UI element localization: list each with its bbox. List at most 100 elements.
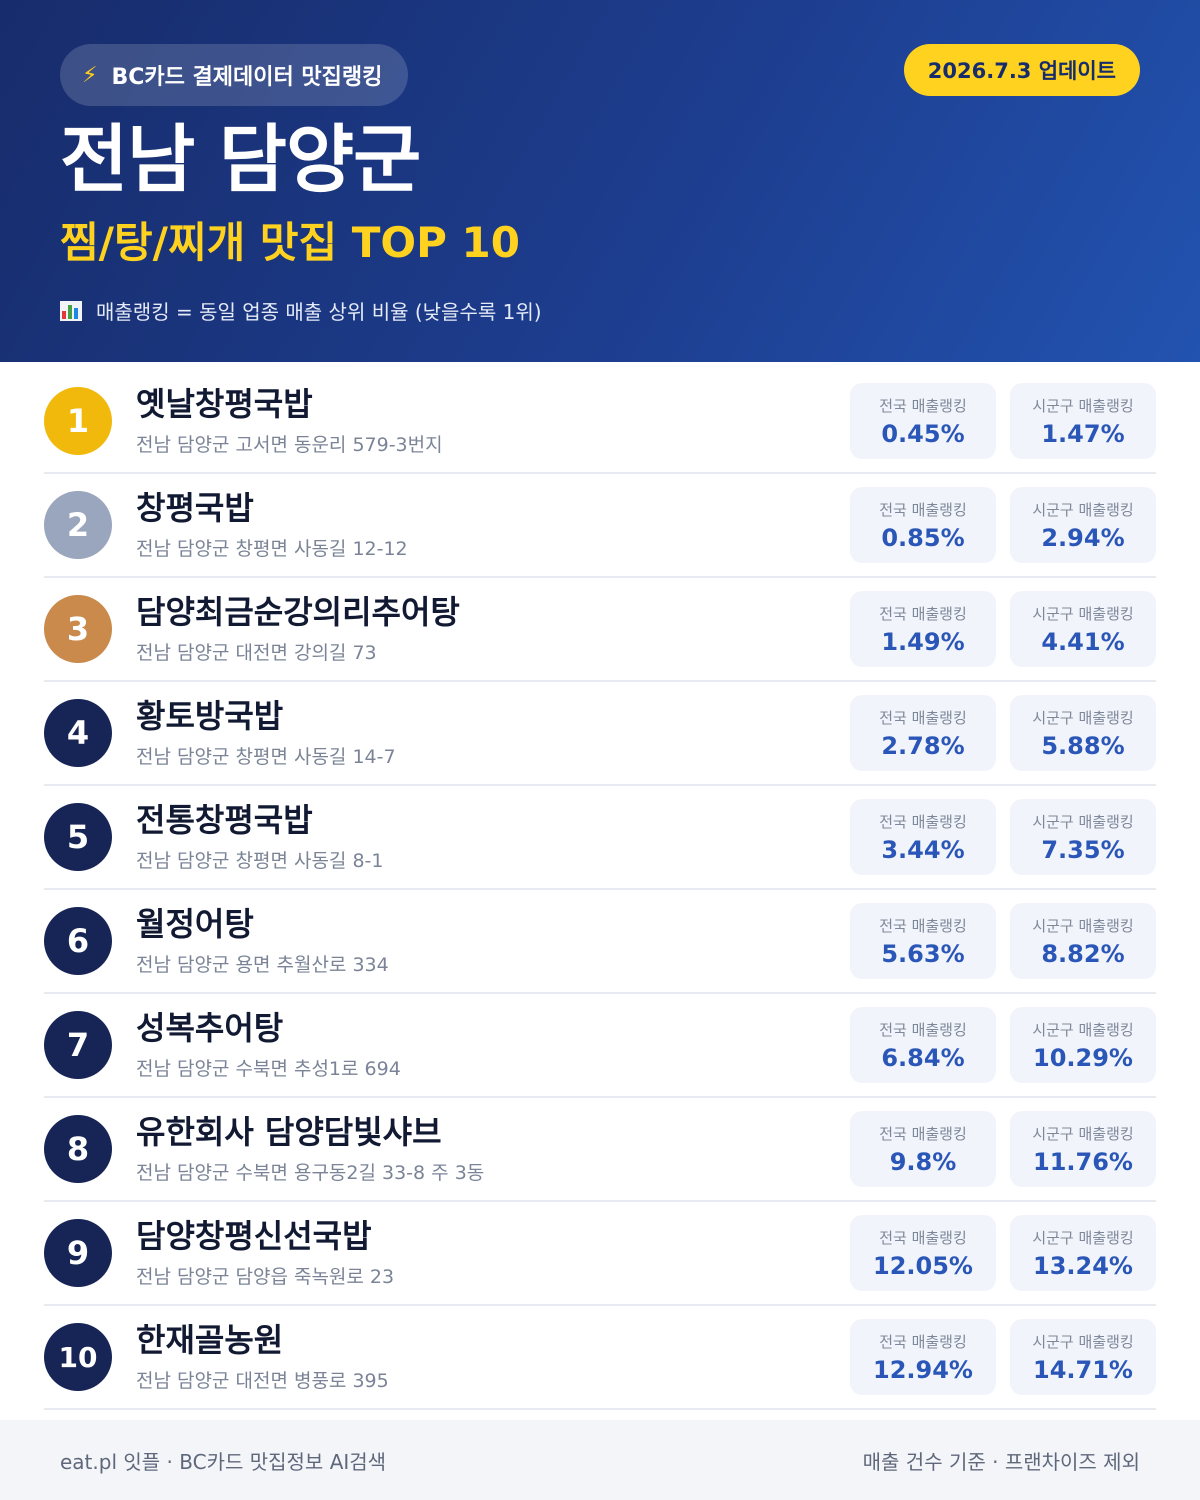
list-item[interactable]: 3 담양최금순강의리추어탕 전남 담양군 대전면 강의길 73 전국 매출랭킹 1.49… (44, 578, 1156, 682)
restaurant-info: 월정어탕 전남 담양군 용면 추월산로 334 (136, 905, 850, 976)
rank-badge: 7 (44, 1011, 112, 1079)
local-ranking-label: 시군구 매출랭킹 (1032, 916, 1134, 935)
list-item[interactable]: 5 전통창평국밥 전남 담양군 창평면 사동길 8-1 전국 매출랭킹 3.44% 시군구… (44, 786, 1156, 890)
local-ranking-box: 시군구 매출랭킹 7.35% (1010, 799, 1156, 875)
list-item[interactable]: 4 황토방국밥 전남 담양군 창평면 사동길 14-7 전국 매출랭킹 2.78% 시군구… (44, 682, 1156, 786)
local-ranking-box: 시군구 매출랭킹 2.94% (1010, 487, 1156, 563)
local-ranking-label: 시군구 매출랭킹 (1032, 1228, 1134, 1247)
local-ranking-box: 시군구 매출랭킹 11.76% (1010, 1111, 1156, 1187)
national-ranking-label: 전국 매출랭킹 (879, 604, 967, 623)
restaurant-name: 담양창평신선국밥 (136, 1217, 372, 1256)
local-ranking-label: 시군구 매출랭킹 (1032, 708, 1134, 727)
restaurant-info: 전통창평국밥 전남 담양군 창평면 사동길 8-1 (136, 801, 850, 872)
local-ranking-box: 시군구 매출랭킹 14.71% (1010, 1319, 1156, 1395)
local-ranking-box: 시군구 매출랭킹 8.82% (1010, 903, 1156, 979)
national-ranking-value: 9.8% (889, 1147, 957, 1176)
lightning-icon: ⚡ (82, 62, 98, 88)
rank-badge: 8 (44, 1115, 112, 1183)
rank-badge: 10 (44, 1323, 112, 1391)
restaurant-address: 전남 담양군 고서면 동운리 579-3번지 (136, 433, 443, 456)
local-ranking-box: 시군구 매출랭킹 10.29% (1010, 1007, 1156, 1083)
national-ranking-value: 0.45% (881, 419, 965, 448)
restaurant-address: 전남 담양군 창평면 사동길 12-12 (136, 537, 408, 560)
local-ranking-value: 2.94% (1041, 523, 1125, 552)
national-ranking-box: 전국 매출랭킹 12.05% (850, 1215, 996, 1291)
national-ranking-value: 12.05% (873, 1251, 973, 1280)
restaurant-address: 전남 담양군 대전면 병풍로 395 (136, 1369, 389, 1392)
footer-criteria: 매출 건수 기준 · 프랜차이즈 제외 (862, 1449, 1140, 1474)
ranking-stats: 전국 매출랭킹 9.8% 시군구 매출랭킹 11.76% (850, 1111, 1156, 1187)
restaurant-address: 전남 담양군 담양읍 죽녹원로 23 (136, 1265, 395, 1288)
local-ranking-label: 시군구 매출랭킹 (1032, 1332, 1134, 1351)
ranking-stats: 전국 매출랭킹 0.85% 시군구 매출랭킹 2.94% (850, 487, 1156, 563)
local-ranking-value: 14.71% (1033, 1355, 1133, 1384)
national-ranking-label: 전국 매출랭킹 (879, 1020, 967, 1039)
ranking-stats: 전국 매출랭킹 6.84% 시군구 매출랭킹 10.29% (850, 1007, 1156, 1083)
local-ranking-label: 시군구 매출랭킹 (1032, 604, 1134, 623)
rank-badge: 2 (44, 491, 112, 559)
restaurant-name: 전통창평국밥 (136, 801, 313, 840)
update-label: 2026.7.3 업데이트 (927, 59, 1116, 83)
source-label: BC카드 결제데이터 맛집랭킹 (111, 65, 383, 90)
national-ranking-value: 0.85% (881, 523, 965, 552)
footer: eat.pl 잇플 · BC카드 맛집정보 AI검색 매출 건수 기준 · 프랜… (0, 1420, 1200, 1500)
national-ranking-value: 1.49% (881, 627, 965, 656)
source-badge: ⚡ BC카드 결제데이터 맛집랭킹 (60, 44, 409, 106)
national-ranking-box: 전국 매출랭킹 9.8% (850, 1111, 996, 1187)
list-item[interactable]: 2 창평국밥 전남 담양군 창평면 사동길 12-12 전국 매출랭킹 0.85% 시군구… (44, 474, 1156, 578)
restaurant-name: 담양최금순강의리추어탕 (136, 593, 460, 632)
list-item[interactable]: 1 옛날창평국밥 전남 담양군 고서면 동운리 579-3번지 전국 매출랭킹 0.45… (44, 370, 1156, 474)
restaurant-name: 황토방국밥 (136, 697, 284, 736)
footer-source: eat.pl 잇플 · BC카드 맛집정보 AI검색 (60, 1449, 387, 1474)
national-ranking-value: 12.94% (873, 1355, 973, 1384)
rank-badge: 9 (44, 1219, 112, 1287)
national-ranking-box: 전국 매출랭킹 0.45% (850, 383, 996, 459)
list-item[interactable]: 9 담양창평신선국밥 전남 담양군 담양읍 죽녹원로 23 전국 매출랭킹 12.05%… (44, 1202, 1156, 1306)
local-ranking-label: 시군구 매출랭킹 (1032, 500, 1134, 519)
national-ranking-label: 전국 매출랭킹 (879, 1332, 967, 1351)
restaurant-name: 창평국밥 (136, 489, 254, 528)
rank-badge: 3 (44, 595, 112, 663)
restaurant-name: 유한회사 담양담빛샤브 (136, 1113, 442, 1152)
list-item[interactable]: 6 월정어탕 전남 담양군 용면 추월산로 334 전국 매출랭킹 5.63% 시군구 매… (44, 890, 1156, 994)
restaurant-address: 전남 담양군 창평면 사동길 14-7 (136, 745, 396, 768)
ranking-stats: 전국 매출랭킹 12.05% 시군구 매출랭킹 13.24% (850, 1215, 1156, 1291)
national-ranking-value: 6.84% (881, 1043, 965, 1072)
local-ranking-box: 시군구 매출랭킹 4.41% (1010, 591, 1156, 667)
restaurant-info: 유한회사 담양담빛샤브 전남 담양군 수북면 용구동2길 33-8 주 3동 (136, 1113, 850, 1184)
restaurant-name: 성복추어탕 (136, 1009, 284, 1048)
national-ranking-label: 전국 매출랭킹 (879, 812, 967, 831)
national-ranking-value: 3.44% (881, 835, 965, 864)
rank-badge: 4 (44, 699, 112, 767)
national-ranking-box: 전국 매출랭킹 0.85% (850, 487, 996, 563)
ranking-note: 매출랭킹 = 동일 업종 매출 상위 비율 (낮을수록 1위) (60, 296, 542, 325)
restaurant-address: 전남 담양군 수북면 추성1로 694 (136, 1057, 401, 1080)
local-ranking-value: 8.82% (1041, 939, 1125, 968)
local-ranking-value: 13.24% (1033, 1251, 1133, 1280)
national-ranking-label: 전국 매출랭킹 (879, 708, 967, 727)
local-ranking-value: 11.76% (1033, 1147, 1133, 1176)
national-ranking-box: 전국 매출랭킹 2.78% (850, 695, 996, 771)
restaurant-name: 한재골농원 (136, 1321, 284, 1360)
local-ranking-value: 5.88% (1041, 731, 1125, 760)
ranking-stats: 전국 매출랭킹 2.78% 시군구 매출랭킹 5.88% (850, 695, 1156, 771)
ranking-stats: 전국 매출랭킹 5.63% 시군구 매출랭킹 8.82% (850, 903, 1156, 979)
national-ranking-box: 전국 매출랭킹 3.44% (850, 799, 996, 875)
local-ranking-label: 시군구 매출랭킹 (1032, 396, 1134, 415)
national-ranking-box: 전국 매출랭킹 6.84% (850, 1007, 996, 1083)
local-ranking-value: 7.35% (1041, 835, 1125, 864)
bar-chart-icon (60, 300, 82, 321)
local-ranking-value: 10.29% (1033, 1043, 1133, 1072)
local-ranking-label: 시군구 매출랭킹 (1032, 812, 1134, 831)
header-banner: ⚡ BC카드 결제데이터 맛집랭킹 2026.7.3 업데이트 전남 담양군 찜… (0, 0, 1200, 362)
list-item[interactable]: 8 유한회사 담양담빛샤브 전남 담양군 수북면 용구동2길 33-8 주 3동 전국… (44, 1098, 1156, 1202)
update-badge: 2026.7.3 업데이트 (903, 44, 1140, 96)
national-ranking-label: 전국 매출랭킹 (879, 396, 967, 415)
local-ranking-value: 1.47% (1041, 419, 1125, 448)
